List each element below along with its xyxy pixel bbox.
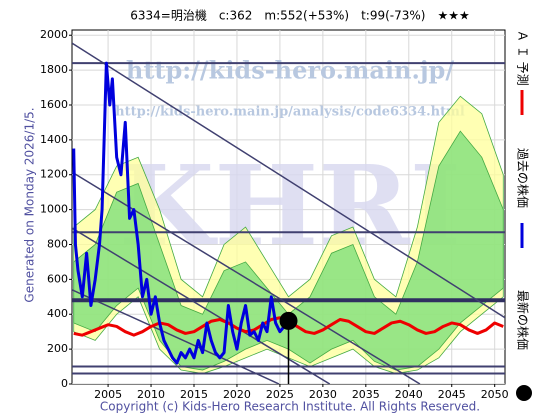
y-tick-label: 200 bbox=[47, 342, 68, 355]
legend-label: Ａ Ｉ 予測 bbox=[516, 30, 530, 86]
latest-point bbox=[279, 311, 298, 330]
x-tick-label: 2045 bbox=[438, 388, 466, 401]
y-tick-label: 1000 bbox=[40, 203, 68, 216]
watermark: http://kids-hero.main.jp/ bbox=[126, 56, 454, 85]
legend-label: 最新の株価 bbox=[516, 290, 531, 350]
generated-label: Generated on Monday 2026/1/5. bbox=[23, 107, 37, 302]
trend-line bbox=[72, 227, 331, 384]
forecast-band bbox=[73, 130, 504, 371]
x-tick-label: 2035 bbox=[352, 388, 380, 401]
chart-title: 6334=明治機 c:362 m:552(+53%) t:99(-73%) ★★… bbox=[130, 8, 470, 23]
y-tick-label: 0 bbox=[61, 377, 68, 390]
y-tick-label: 400 bbox=[47, 307, 68, 320]
y-tick-label: 1200 bbox=[40, 168, 68, 181]
watermark: KHRI bbox=[119, 141, 461, 270]
y-tick-label: 1400 bbox=[40, 133, 68, 146]
x-tick-label: 2005 bbox=[94, 388, 122, 401]
series-line bbox=[72, 61, 286, 365]
x-tick-label: 2010 bbox=[137, 388, 165, 401]
copyright: Copyright (c) Kids-Hero Research Institu… bbox=[100, 400, 480, 414]
x-tick-label: 2015 bbox=[180, 388, 208, 401]
legend-label: 過去の株価 bbox=[516, 148, 531, 208]
watermark: http://kids-hero.main.jp/analysis/code63… bbox=[115, 105, 465, 120]
x-tick-label: 2040 bbox=[395, 388, 423, 401]
legend-swatch bbox=[516, 385, 532, 401]
trend-line bbox=[72, 289, 280, 384]
x-tick-label: 2030 bbox=[309, 388, 337, 401]
y-tick-label: 800 bbox=[47, 237, 68, 250]
y-tick-label: 1600 bbox=[40, 98, 68, 111]
x-tick-label: 2020 bbox=[223, 388, 251, 401]
y-tick-label: 2000 bbox=[40, 28, 68, 41]
x-tick-label: 2025 bbox=[266, 388, 294, 401]
trend-line bbox=[72, 42, 505, 319]
y-tick-label: 1800 bbox=[40, 63, 68, 76]
axes: 0 200 400 600 800 1000 1200 1400 1600 1800 2000 200… bbox=[40, 28, 509, 401]
plot-layer: KHRI http://kids-hero.main.jp/http://kids… bbox=[72, 30, 505, 384]
y-tick-label: 600 bbox=[47, 272, 68, 285]
x-tick-label: 2050 bbox=[481, 388, 509, 401]
